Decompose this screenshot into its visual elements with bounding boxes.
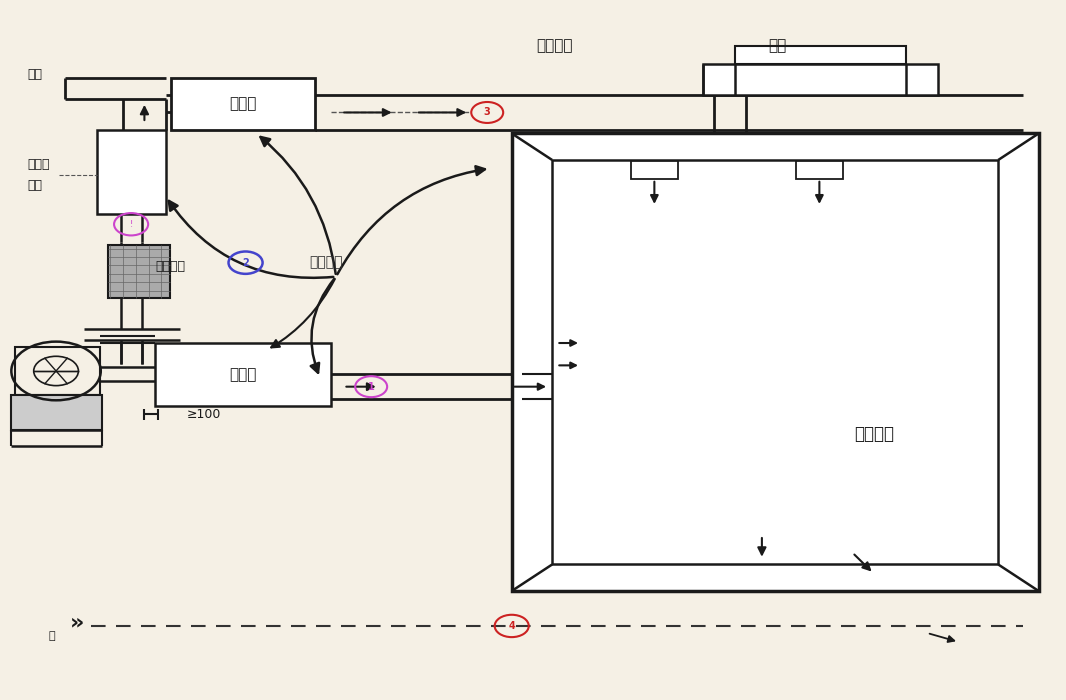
Bar — [704, 64, 938, 95]
Bar — [631, 162, 678, 178]
Text: 1: 1 — [368, 382, 374, 392]
Text: »: » — [70, 612, 84, 633]
Text: 4: 4 — [508, 621, 515, 631]
Text: 空气洗: 空气洗 — [28, 158, 50, 172]
Bar — [15, 346, 100, 395]
Text: 2: 2 — [242, 258, 249, 267]
Text: 滤箱: 滤箱 — [28, 179, 43, 193]
Text: 再生噪声: 再生噪声 — [536, 38, 572, 54]
Text: 消音器: 消音器 — [229, 367, 257, 382]
Bar — [109, 245, 169, 298]
Text: ≥100: ≥100 — [187, 408, 222, 421]
Bar — [796, 162, 843, 178]
Bar — [512, 134, 1038, 591]
Text: 弯头: 弯头 — [28, 67, 43, 80]
Bar — [171, 78, 314, 130]
Bar — [12, 395, 102, 430]
Bar — [97, 130, 165, 214]
Bar — [552, 160, 998, 564]
Text: 消声器: 消声器 — [229, 96, 257, 111]
Text: 三通: 三通 — [769, 38, 787, 54]
Text: 防振接头: 防振接头 — [155, 260, 185, 273]
Text: !: ! — [129, 220, 133, 229]
Bar — [155, 343, 330, 406]
Text: 层: 层 — [48, 631, 55, 641]
Bar — [736, 46, 906, 64]
Text: 3: 3 — [484, 108, 490, 118]
Text: 环境噪声: 环境噪声 — [309, 256, 343, 270]
Text: 通风房间: 通风房间 — [854, 425, 893, 443]
